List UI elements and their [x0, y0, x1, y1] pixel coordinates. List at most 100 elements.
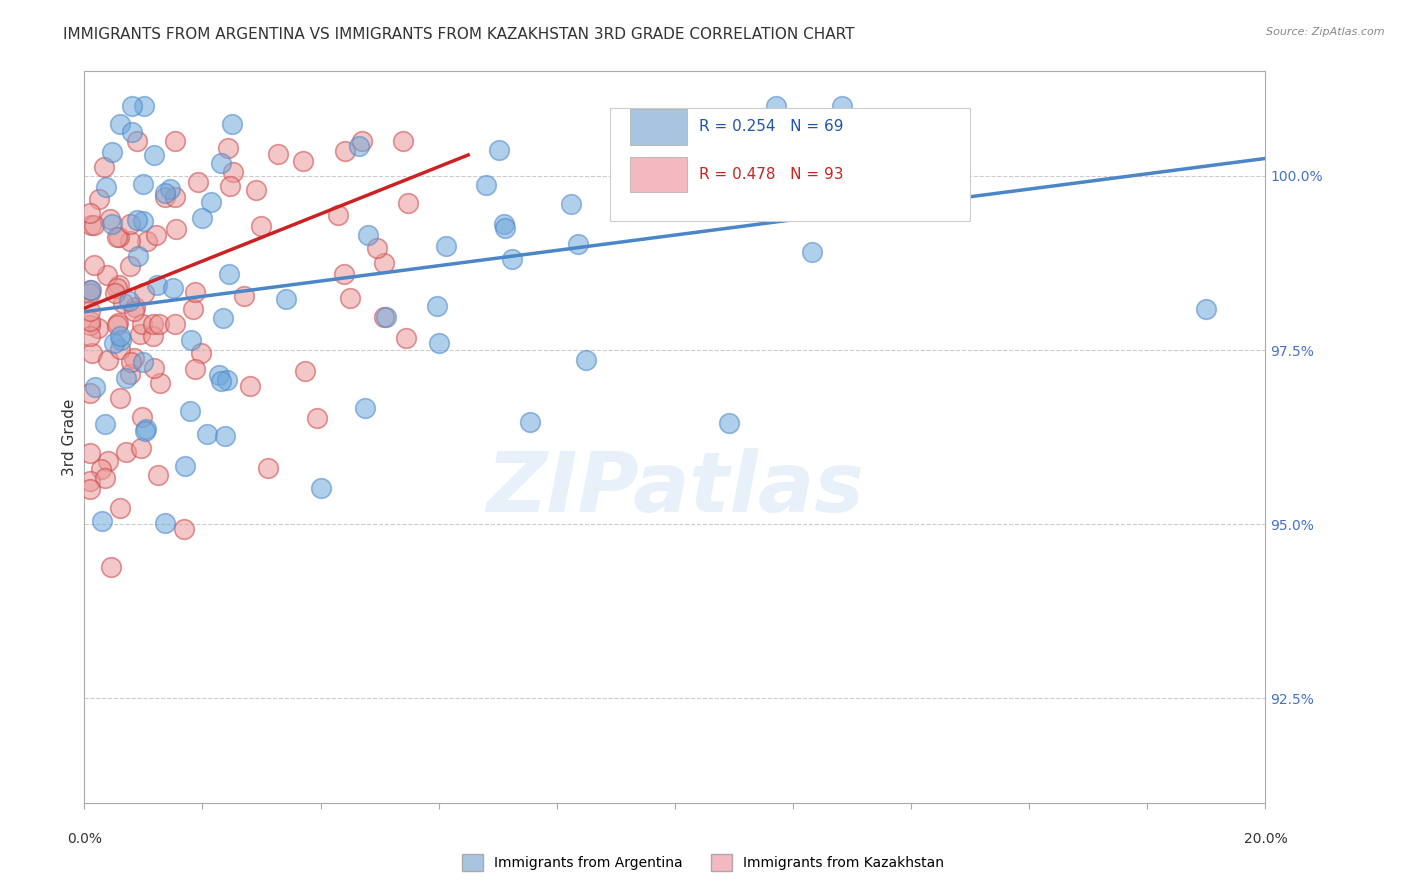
Point — [110, 333, 132, 347]
Point — [494, 218, 516, 232]
Point — [163, 190, 186, 204]
Point — [149, 376, 172, 390]
Point — [79, 318, 101, 332]
FancyBboxPatch shape — [630, 157, 686, 192]
Point — [146, 467, 169, 482]
Point — [217, 141, 239, 155]
Point — [108, 329, 131, 343]
Point — [328, 208, 350, 222]
Point — [250, 219, 273, 233]
Point — [79, 285, 101, 300]
Point — [173, 459, 195, 474]
Point — [347, 139, 370, 153]
Point — [1195, 302, 1218, 317]
Point — [79, 283, 101, 297]
Point — [153, 516, 176, 530]
Point — [148, 318, 170, 332]
Point — [114, 371, 136, 385]
Point — [614, 182, 637, 196]
Point — [96, 268, 118, 283]
Point — [79, 218, 101, 232]
Point — [145, 228, 167, 243]
Point — [79, 475, 101, 489]
Point — [125, 134, 148, 148]
Point — [181, 302, 204, 317]
Point — [118, 294, 141, 309]
Point — [122, 304, 145, 318]
Point — [395, 331, 418, 345]
Point — [121, 99, 143, 113]
Point — [373, 310, 395, 325]
Point — [747, 150, 769, 164]
Point — [392, 134, 415, 148]
Point — [339, 291, 361, 305]
Point — [256, 460, 278, 475]
Point — [83, 380, 105, 394]
Point — [184, 285, 207, 299]
Point — [494, 221, 516, 235]
Point — [79, 206, 101, 220]
FancyBboxPatch shape — [610, 108, 970, 221]
Point — [159, 182, 181, 196]
Point — [353, 401, 375, 415]
Point — [124, 301, 146, 315]
Point — [165, 222, 187, 236]
Point — [104, 285, 127, 300]
Point — [107, 229, 129, 244]
Point — [350, 134, 373, 148]
Point — [143, 147, 166, 161]
Point — [187, 175, 209, 189]
Point — [103, 335, 125, 350]
Point — [239, 378, 262, 392]
Point — [111, 296, 134, 310]
Point — [294, 364, 316, 378]
Point — [83, 219, 105, 233]
Point — [567, 237, 589, 252]
Point — [333, 267, 356, 281]
Point — [94, 417, 117, 431]
Point — [180, 333, 202, 347]
Point — [97, 453, 120, 467]
Point — [132, 214, 155, 228]
Point — [215, 373, 238, 387]
Point — [142, 317, 165, 331]
Point — [208, 368, 231, 382]
Point — [474, 178, 496, 193]
Text: R = 0.478   N = 93: R = 0.478 N = 93 — [699, 167, 844, 182]
Point — [219, 178, 242, 193]
Point — [519, 415, 541, 429]
Point — [801, 245, 824, 260]
Point — [105, 318, 128, 332]
Point — [79, 328, 101, 343]
Point — [100, 560, 122, 574]
Point — [120, 217, 142, 231]
Point — [108, 391, 131, 405]
Point — [162, 280, 184, 294]
Point — [233, 289, 256, 303]
Point — [245, 183, 267, 197]
Point — [118, 367, 141, 381]
Point — [267, 147, 290, 161]
Point — [765, 99, 787, 113]
Point — [91, 514, 114, 528]
Point — [131, 318, 153, 332]
Point — [191, 211, 214, 226]
Text: ZIPatlas: ZIPatlas — [486, 448, 863, 529]
Point — [717, 416, 740, 430]
Point — [209, 156, 232, 170]
Text: IMMIGRANTS FROM ARGENTINA VS IMMIGRANTS FROM KAZAKHSTAN 3RD GRADE CORRELATION CH: IMMIGRANTS FROM ARGENTINA VS IMMIGRANTS … — [63, 27, 855, 42]
Point — [115, 445, 138, 459]
Point — [79, 446, 101, 460]
Point — [132, 177, 155, 191]
Point — [129, 441, 152, 455]
Point — [134, 286, 156, 301]
Text: 0.0%: 0.0% — [67, 832, 101, 846]
Point — [831, 99, 853, 113]
Point — [163, 134, 186, 148]
Point — [291, 153, 314, 168]
Point — [79, 482, 101, 496]
Point — [135, 422, 157, 436]
Point — [97, 352, 120, 367]
Point — [434, 239, 457, 253]
Point — [218, 267, 240, 281]
